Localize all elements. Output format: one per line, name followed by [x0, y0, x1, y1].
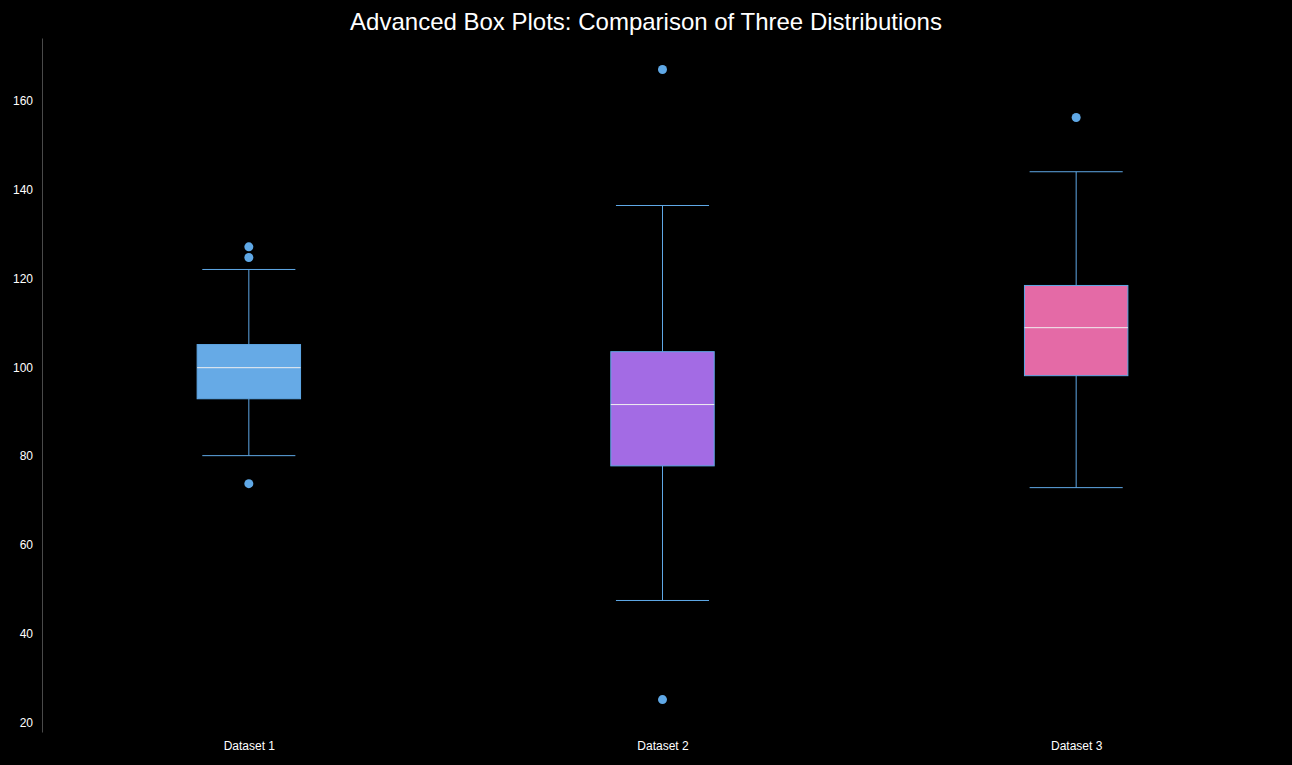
y-tick: 40 [20, 627, 42, 641]
marks [197, 65, 1128, 704]
whisker-cap [202, 455, 295, 456]
outlier [1072, 113, 1081, 122]
whisker-cap [1030, 487, 1123, 488]
x-tick: Dataset 3 [1051, 732, 1103, 753]
y-axis: 20 40 60 80 100 120 140 160 [13, 39, 43, 733]
x-tick-label: Dataset 1 [224, 739, 276, 753]
whisker-cap [202, 269, 295, 270]
x-tick: Dataset 1 [224, 732, 276, 753]
whisker-cap [616, 600, 709, 601]
x-tick-label: Dataset 2 [637, 739, 689, 753]
background [0, 0, 1292, 765]
y-tick: 60 [20, 538, 42, 552]
y-tick-label: 120 [13, 272, 33, 286]
y-tick: 120 [13, 272, 42, 286]
chart: 20406080100120140160Dataset 1Dataset 2Da… [0, 0, 1292, 765]
outlier [244, 253, 253, 262]
y-tick-label: 140 [13, 183, 33, 197]
x-axis: Dataset 1 Dataset 2 Dataset 3 [43, 732, 1284, 753]
box [197, 345, 300, 399]
whisker-cap [616, 205, 709, 206]
box [1024, 285, 1127, 375]
x-tick-label: Dataset 3 [1051, 739, 1103, 753]
whisker [1076, 376, 1077, 488]
median [611, 404, 714, 405]
plot-area: 20406080100120140160Dataset 1Dataset 2Da… [13, 39, 1284, 753]
y-axis-line [42, 39, 43, 733]
outlier [658, 65, 667, 74]
whisker [248, 269, 249, 344]
x-tick: Dataset 2 [637, 732, 689, 753]
whisker [1076, 172, 1077, 286]
whisker [662, 206, 663, 352]
whisker [248, 399, 249, 456]
box-plot [611, 65, 714, 704]
y-tick-label: 160 [13, 94, 33, 108]
y-tick: 80 [20, 449, 42, 463]
y-tick-label: 40 [20, 627, 34, 641]
x-axis-line [43, 732, 1284, 733]
outlier [244, 479, 253, 488]
median [1024, 327, 1127, 328]
y-tick: 160 [13, 94, 42, 108]
box-plot [197, 242, 300, 488]
box-plot [1024, 113, 1127, 488]
y-tick-label: 100 [13, 361, 33, 375]
y-tick: 100 [13, 361, 42, 375]
whisker-cap [1030, 171, 1123, 172]
median [197, 367, 300, 368]
y-tick-label: 80 [20, 449, 34, 463]
title: Advanced Box Plots: Comparison of Three … [350, 8, 942, 35]
outlier [244, 242, 253, 251]
y-tick-label: 60 [20, 538, 34, 552]
whisker [662, 466, 663, 601]
outlier [658, 695, 667, 704]
box [611, 352, 714, 466]
y-tick-label: 20 [20, 716, 34, 730]
y-tick: 20 [20, 716, 42, 730]
y-tick: 140 [13, 183, 42, 197]
